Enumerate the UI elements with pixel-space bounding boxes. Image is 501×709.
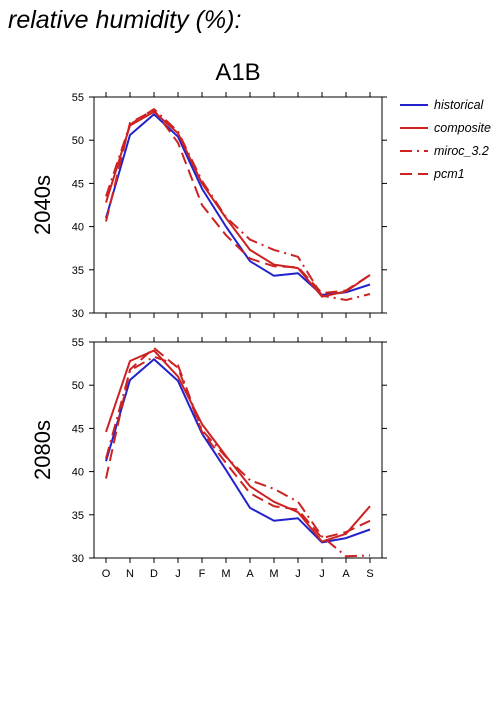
series-line-historical bbox=[105, 358, 371, 544]
panel-label-2040s: 2040s bbox=[30, 175, 55, 235]
y-tick-label: 55 bbox=[72, 337, 84, 349]
y-tick-label: 45 bbox=[72, 423, 84, 435]
y-tick-label: 35 bbox=[72, 510, 84, 522]
x-tick-label: D bbox=[150, 568, 158, 580]
legend-item: miroc_3.2 bbox=[400, 144, 489, 158]
legend-item: historical bbox=[400, 98, 485, 112]
x-tick-label: O bbox=[102, 568, 111, 580]
series-line-pcm1 bbox=[105, 347, 371, 540]
panel-label-2080s: 2080s bbox=[30, 420, 55, 480]
x-tick-label: M bbox=[269, 568, 278, 580]
legend-label: miroc_3.2 bbox=[434, 144, 489, 158]
series-line-composite bbox=[105, 349, 371, 543]
x-tick-label: J bbox=[319, 568, 325, 580]
legend-label: historical bbox=[434, 98, 485, 112]
chart-panel-2080s: 30 35 40 45 50 55 O N D J F M A M J J A S 2080s bbox=[30, 337, 387, 580]
series-line-miroc-3-2 bbox=[105, 108, 371, 301]
y-tick-label: 45 bbox=[72, 178, 84, 190]
x-tick-label: S bbox=[366, 568, 373, 580]
y-tick-label: 30 bbox=[72, 553, 84, 565]
chart-panel-2040s: 30 35 40 45 50 55 2040s bbox=[30, 92, 387, 320]
x-tick-label: A bbox=[246, 568, 254, 580]
y-tick-label: 40 bbox=[72, 222, 84, 234]
series-line-historical bbox=[105, 113, 371, 296]
legend: historical composite miroc_3.2 pcm1 bbox=[400, 98, 491, 181]
legend-item: pcm1 bbox=[400, 167, 465, 181]
y-tick-label: 50 bbox=[72, 380, 84, 392]
y-tick-label: 30 bbox=[72, 308, 84, 320]
y-tick-label: 55 bbox=[72, 92, 84, 104]
legend-label: composite bbox=[434, 121, 491, 135]
series-line-composite bbox=[105, 110, 371, 298]
scenario-title: A1B bbox=[215, 59, 260, 86]
y-tick-label: 40 bbox=[72, 467, 84, 479]
y-tick-label: 35 bbox=[72, 265, 84, 277]
legend-label: pcm1 bbox=[433, 167, 465, 181]
x-tick-label: J bbox=[175, 568, 181, 580]
plot-frame bbox=[93, 96, 383, 314]
series-line-miroc-3-2 bbox=[105, 355, 371, 558]
plot-frame bbox=[93, 341, 383, 559]
y-tick-label: 50 bbox=[72, 135, 84, 147]
x-tick-label: A bbox=[342, 568, 350, 580]
x-tick-label: M bbox=[221, 568, 230, 580]
x-tick-label: J bbox=[295, 568, 301, 580]
series-line-pcm1 bbox=[105, 109, 371, 295]
x-tick-label: N bbox=[126, 568, 134, 580]
page-title: relative humidity (%): bbox=[8, 6, 242, 34]
x-tick-label: F bbox=[199, 568, 206, 580]
legend-item: composite bbox=[400, 121, 491, 135]
